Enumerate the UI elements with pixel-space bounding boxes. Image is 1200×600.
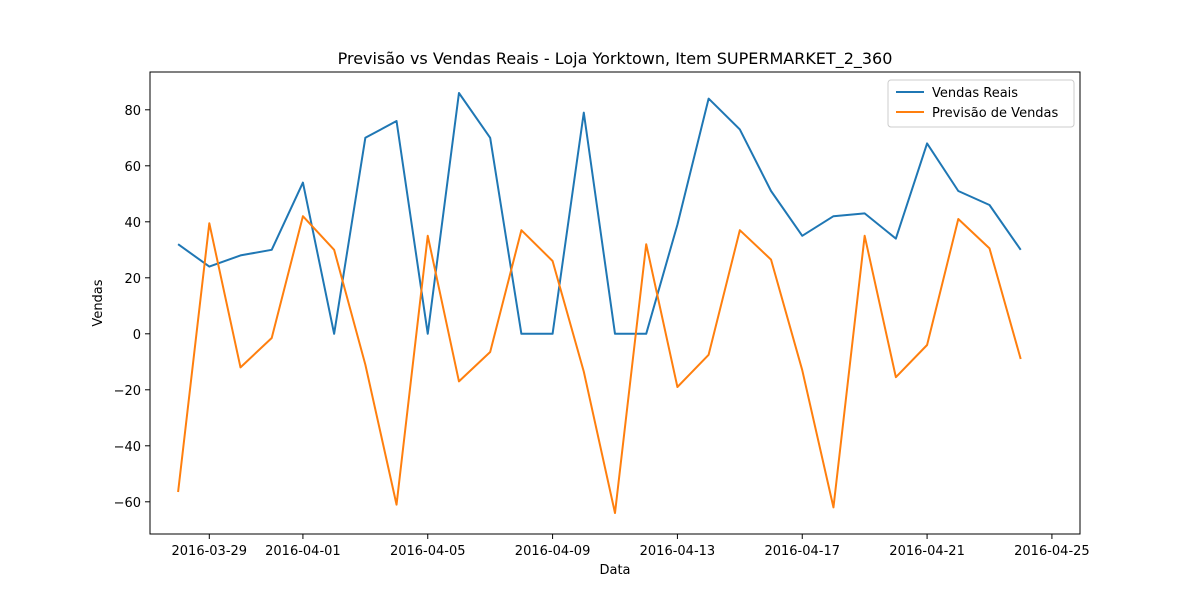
legend-label: Vendas Reais [932,86,1018,101]
x-tick-label: 2016-04-09 [515,544,591,559]
x-axis-label: Data [599,563,630,578]
legend-label: Previsão de Vendas [932,106,1059,121]
legend: Vendas Reais Previsão de Vendas [887,79,1075,128]
chart-title: Previsão vs Vendas Reais - Loja Yorktown… [338,49,893,69]
y-tick-label: 60 [124,160,141,175]
y-tick-label: −20 [114,384,141,399]
y-tick-label: 20 [124,272,141,287]
plot-frame [149,71,1081,535]
plot-lines [177,92,1022,514]
x-tick-label: 2016-04-01 [265,544,341,559]
series-line-previsao-de-vendas [177,215,1022,514]
y-tick-label: 40 [124,216,141,231]
x-tick-label: 2016-04-17 [764,544,840,559]
y-axis: −60 −40 −20 0 20 40 60 80 [114,104,150,511]
x-tick-label: 2016-04-25 [1014,544,1090,559]
y-tick-label: −60 [114,496,141,511]
x-tick-label: 2016-04-05 [390,544,466,559]
x-tick-label: 2016-03-29 [172,544,248,559]
series-line-vendas-reais [177,92,1022,335]
y-axis-label: Vendas [91,279,106,326]
y-tick-label: 80 [124,104,141,119]
x-axis: 2016-03-29 2016-04-01 2016-04-05 2016-04-09… [172,534,1090,559]
y-tick-label: −40 [114,440,141,455]
x-tick-label: 2016-04-13 [640,544,716,559]
legend-box [887,79,1075,128]
y-tick-label: 0 [133,328,141,343]
x-tick-label: 2016-04-21 [889,544,965,559]
